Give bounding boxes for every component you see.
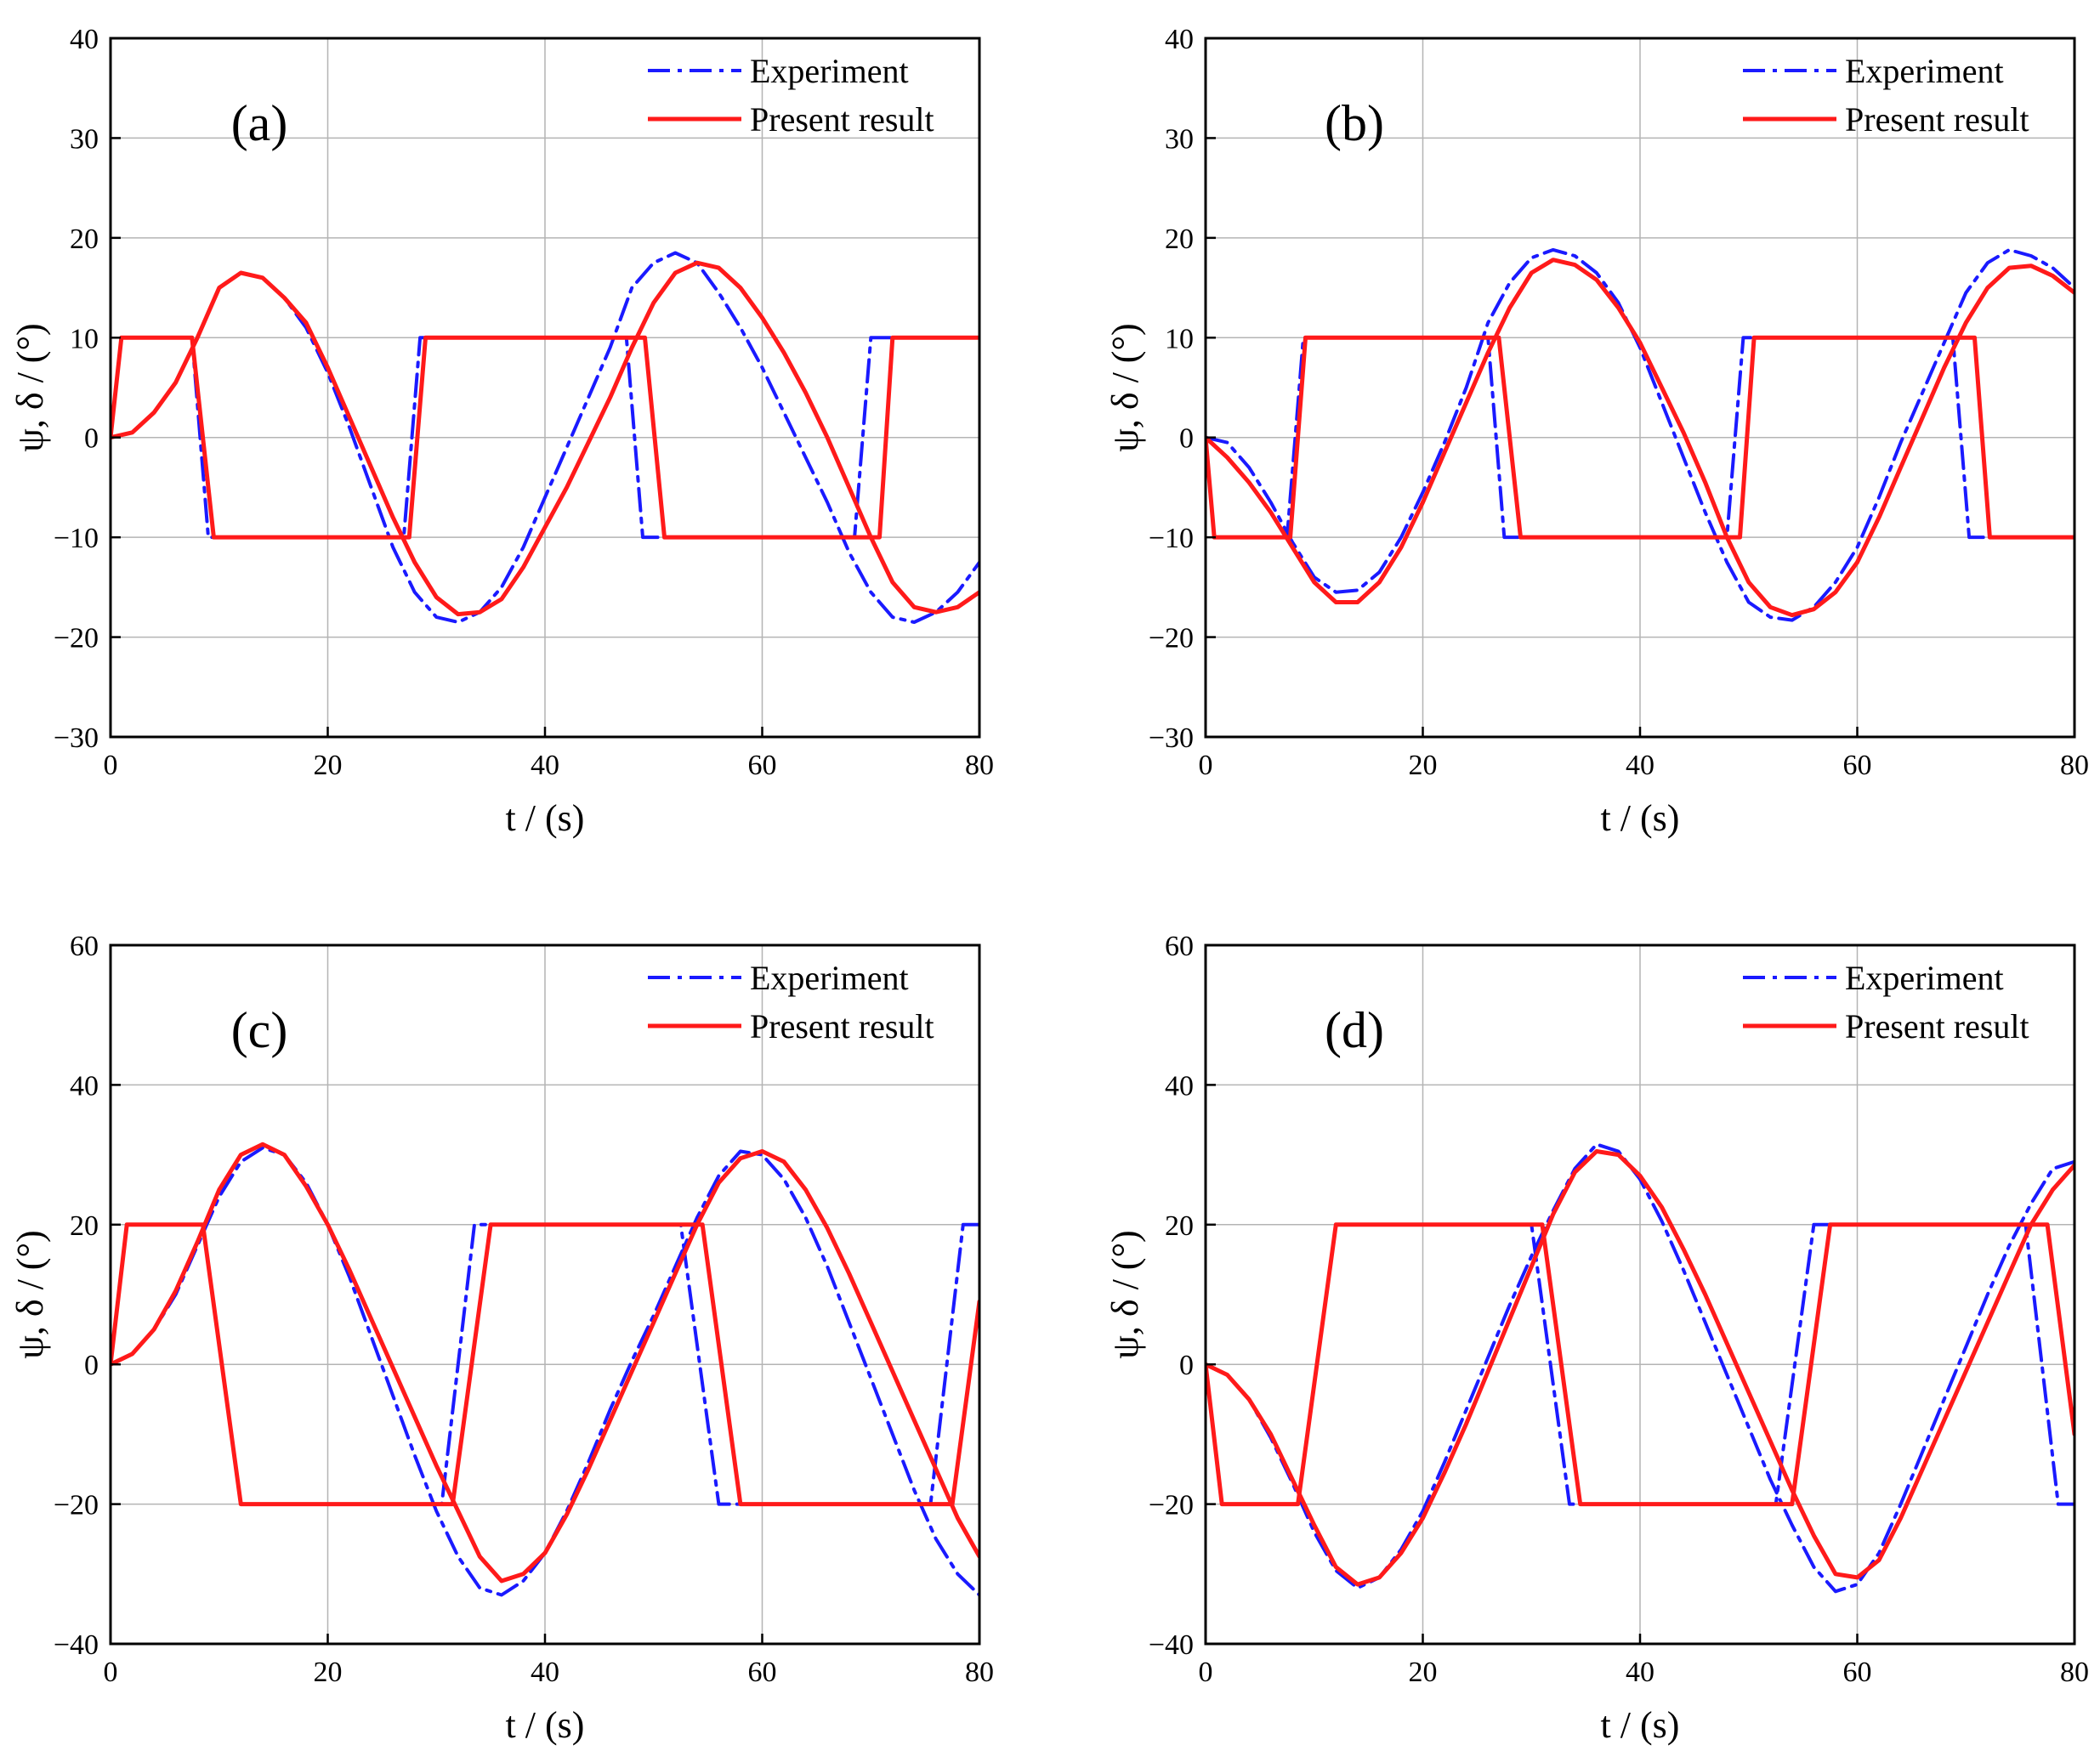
legend-experiment-label: Experiment <box>1845 52 2004 90</box>
x-tick-label: 20 <box>314 750 343 781</box>
y-tick-label: −10 <box>1149 523 1194 554</box>
panel-label: (b) <box>1325 95 1384 151</box>
present-rudder-line <box>111 335 979 540</box>
present-heading-line <box>111 260 979 617</box>
y-tick-label: 40 <box>1165 1070 1194 1102</box>
panel-label: (c) <box>231 1002 288 1058</box>
experiment-heading-line <box>111 251 979 624</box>
panel-b: 0 20 40 60 80 −30 −20 −10 0 10 20 30 40 t / (s) ψ, δ /… <box>1104 24 2089 839</box>
x-tick-label: 80 <box>965 1657 994 1688</box>
y-tick-label: 20 <box>1165 224 1194 255</box>
x-tick-label: 80 <box>2060 1657 2089 1688</box>
legend: Experiment Present result <box>648 959 934 1045</box>
present-rudder-line <box>111 1222 979 1507</box>
y-tick-label: 0 <box>1179 1350 1194 1381</box>
y-tick-label: 0 <box>84 1350 99 1381</box>
y-tick-label: 60 <box>70 931 99 962</box>
present-rudder-line <box>1206 1222 2074 1507</box>
legend-experiment-label: Experiment <box>750 959 909 997</box>
y-tick-label: −40 <box>54 1629 99 1661</box>
panel-label: (d) <box>1325 1002 1384 1058</box>
panel-a: 0 20 40 60 80 −30 −20 −10 0 10 20 30 40 t / (s) ψ, δ /… <box>9 24 994 839</box>
y-tick-label: −20 <box>54 623 99 654</box>
experiment-rudder-line <box>111 1222 979 1506</box>
panel-label: (a) <box>231 95 288 151</box>
x-tick-label: 40 <box>531 1657 559 1688</box>
x-tick-label: 0 <box>104 750 118 781</box>
x-tick-label: 20 <box>1409 1657 1438 1688</box>
y-tick-label: 20 <box>70 1210 99 1242</box>
x-axis-title: t / (s) <box>506 797 585 839</box>
x-tick-label: 60 <box>748 1657 777 1688</box>
experiment-heading-line <box>1206 247 2074 622</box>
x-tick-label: 0 <box>1199 750 1213 781</box>
panel-c: 0 20 40 60 80 −40 −20 0 20 40 60 t / (s) ψ, δ / (°) (… <box>9 931 994 1746</box>
panel-d: 0 20 40 60 80 −40 −20 0 20 40 60 t / (s) ψ, δ / (°) (… <box>1104 931 2089 1746</box>
y-tick-label: −40 <box>1149 1629 1194 1661</box>
legend-experiment-label: Experiment <box>1845 959 2004 997</box>
y-tick-label: 10 <box>70 323 99 354</box>
legend: Experiment Present result <box>1743 959 2029 1045</box>
x-axis-title: t / (s) <box>506 1704 585 1746</box>
x-axis-title: t / (s) <box>1601 1704 1680 1746</box>
y-tick-label: 30 <box>70 123 99 155</box>
x-tick-label: 60 <box>1843 1657 1872 1688</box>
x-tick-label: 80 <box>965 750 994 781</box>
y-tick-label: 10 <box>1165 323 1194 354</box>
present-heading-line <box>1206 258 2074 618</box>
y-tick-label: 40 <box>1165 24 1194 55</box>
series-group <box>111 1142 979 1597</box>
present-heading-line <box>111 1142 979 1584</box>
legend-experiment-label: Experiment <box>750 52 909 90</box>
y-tick-label: 40 <box>70 1070 99 1102</box>
y-tick-label: −30 <box>54 722 99 754</box>
y-tick-label: 20 <box>1165 1210 1194 1242</box>
y-tick-label: −10 <box>54 523 99 554</box>
experiment-rudder-line <box>1206 1222 2074 1506</box>
y-tick-label: 0 <box>84 423 99 455</box>
x-tick-label: 20 <box>1409 750 1438 781</box>
series-group <box>1206 1142 2074 1594</box>
x-tick-label: 40 <box>531 750 559 781</box>
present-heading-line <box>1206 1149 2074 1587</box>
y-tick-label: 20 <box>70 224 99 255</box>
legend-present-label: Present result <box>750 100 934 139</box>
y-axis-title: ψ, δ / (°) <box>1104 323 1146 451</box>
y-axis-title: ψ, δ / (°) <box>9 1230 51 1358</box>
present-rudder-line <box>1206 335 2074 540</box>
y-tick-label: 60 <box>1165 931 1194 962</box>
legend: Experiment Present result <box>1743 52 2029 139</box>
legend-present-label: Present result <box>1845 100 2029 139</box>
series-group <box>111 251 979 624</box>
y-axis-title: ψ, δ / (°) <box>9 323 51 451</box>
y-tick-label: −30 <box>1149 722 1194 754</box>
x-tick-label: 60 <box>1843 750 1872 781</box>
x-tick-label: 60 <box>748 750 777 781</box>
series-group <box>1206 247 2074 622</box>
y-tick-label: −20 <box>1149 1490 1194 1521</box>
x-axis-title: t / (s) <box>1601 797 1680 839</box>
y-tick-label: 30 <box>1165 123 1194 155</box>
y-axis-title: ψ, δ / (°) <box>1104 1230 1146 1358</box>
legend: Experiment Present result <box>648 52 934 139</box>
x-tick-label: 0 <box>104 1657 118 1688</box>
x-tick-label: 40 <box>1626 750 1654 781</box>
x-tick-label: 20 <box>314 1657 343 1688</box>
x-tick-label: 40 <box>1626 1657 1654 1688</box>
y-tick-label: −20 <box>1149 623 1194 654</box>
legend-present-label: Present result <box>750 1007 934 1045</box>
y-tick-label: 0 <box>1179 423 1194 455</box>
y-tick-label: 40 <box>70 24 99 55</box>
x-tick-label: 80 <box>2060 750 2089 781</box>
y-tick-label: −20 <box>54 1490 99 1521</box>
x-tick-label: 0 <box>1199 1657 1213 1688</box>
legend-present-label: Present result <box>1845 1007 2029 1045</box>
